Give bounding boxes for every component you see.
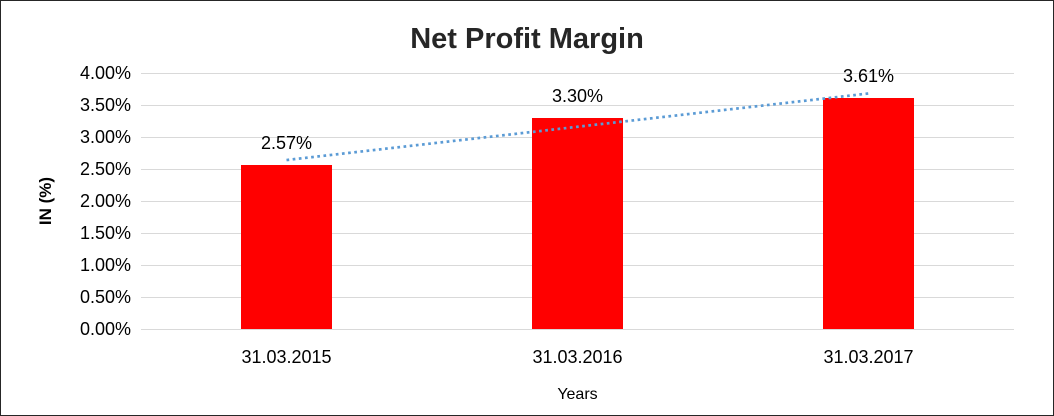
y-axis-tick-label: 1.00% xyxy=(79,255,131,275)
gridline xyxy=(141,72,1014,74)
data-label: 2.57% xyxy=(260,132,313,153)
data-label: 3.61% xyxy=(842,65,895,86)
y-axis-tick-label: 3.00% xyxy=(79,127,131,147)
bar-31.03.2017 xyxy=(823,97,914,329)
data-label: 3.30% xyxy=(551,85,604,106)
bar-31.03.2016 xyxy=(532,117,623,329)
y-axis-tick-label: 2.00% xyxy=(79,191,131,211)
x-axis-tick-label: 31.03.2016 xyxy=(532,347,623,367)
y-axis-tick-label: 1.50% xyxy=(79,223,131,243)
y-axis-title: IN (%) xyxy=(36,176,55,226)
x-axis-tick-label: 31.03.2015 xyxy=(241,347,332,367)
chart-title: Net Profit Margin xyxy=(410,23,644,55)
y-axis-tick-label: 0.00% xyxy=(79,319,131,339)
y-axis-tick-label: 0.50% xyxy=(79,287,131,307)
y-axis-tick-label: 2.50% xyxy=(79,159,131,179)
y-axis-tick-label: 3.50% xyxy=(79,95,131,115)
x-axis-title: Years xyxy=(557,386,598,403)
bar-31.03.2015 xyxy=(241,164,332,329)
x-axis-tick-label: 31.03.2017 xyxy=(823,347,914,367)
gridline xyxy=(141,328,1014,330)
y-axis-tick-label: 4.00% xyxy=(79,63,131,83)
